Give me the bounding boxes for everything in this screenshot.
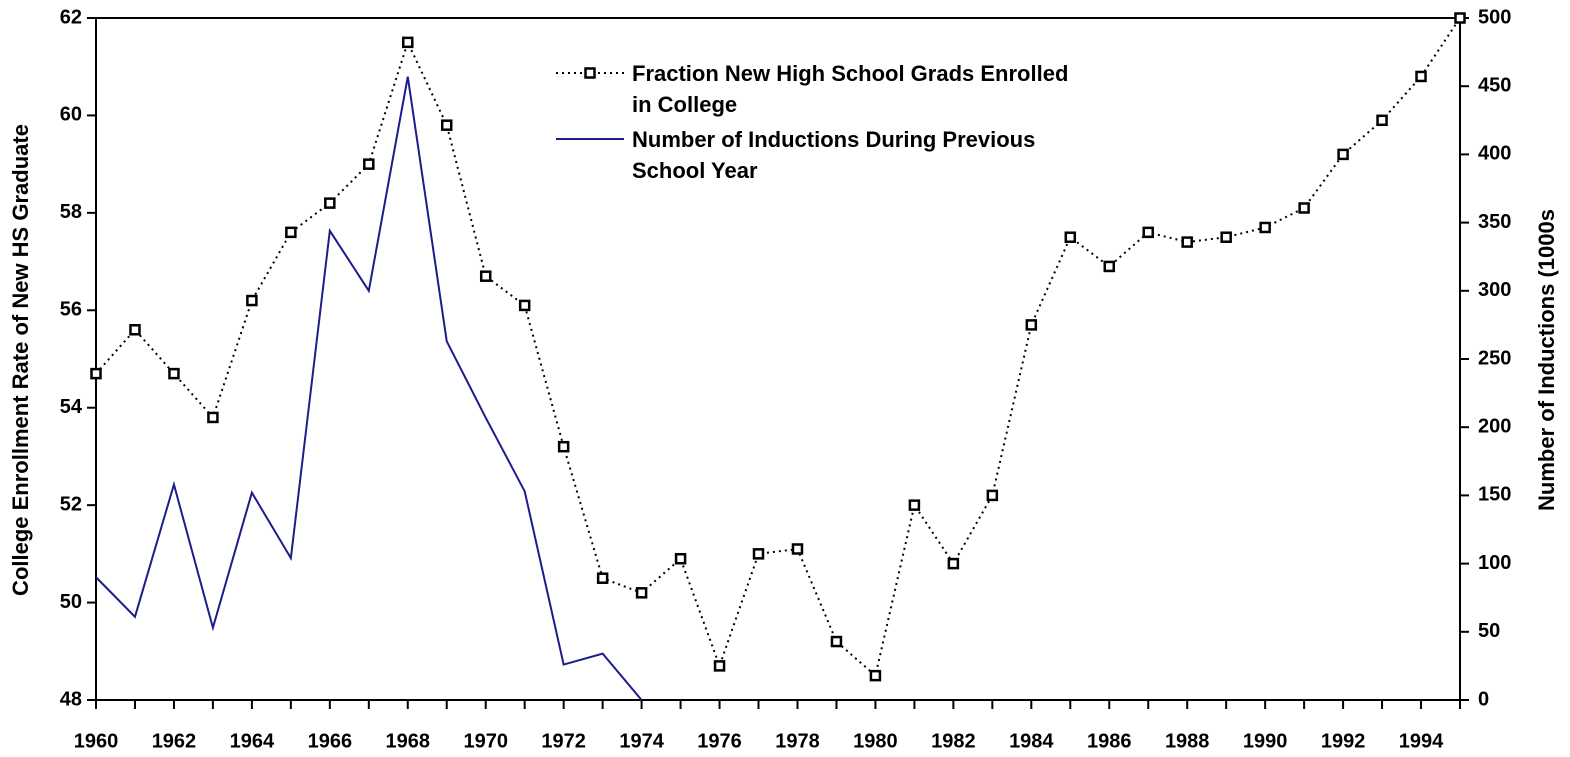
x-tick-label: 1992	[1321, 730, 1366, 752]
y-axis-title: College Enrollment Rate of New HS Gradua…	[8, 124, 33, 596]
marker	[1103, 260, 1116, 273]
marker	[674, 552, 687, 565]
y2-tick-label: 400	[1478, 143, 1511, 165]
y2-tick-label: 200	[1478, 415, 1511, 437]
marker	[518, 299, 531, 312]
x-tick-label: 1980	[853, 730, 898, 752]
x-tick-label: 1976	[697, 730, 742, 752]
legend-label: Fraction New High School Grads Enrolled …	[632, 61, 1069, 117]
marker	[402, 36, 414, 49]
marker	[1220, 231, 1232, 243]
y-tick-label: 60	[60, 104, 82, 126]
marker	[635, 587, 648, 599]
marker	[1259, 221, 1271, 234]
y-tick-label: 58	[60, 201, 82, 223]
marker	[246, 294, 258, 307]
x-tick-label: 1990	[1243, 730, 1288, 752]
marker	[168, 367, 180, 380]
x-tick-label: 1964	[230, 730, 275, 752]
x-tick-label: 1960	[74, 730, 119, 752]
y-tick-label: 62	[60, 6, 82, 28]
legend-marker	[584, 67, 596, 79]
y-tick-label: 56	[60, 299, 82, 321]
marker	[1298, 202, 1310, 214]
x-tick-label: 1994	[1399, 730, 1444, 752]
y2-tick-label: 150	[1478, 484, 1511, 506]
x-tick-label: 1962	[152, 730, 197, 752]
marker	[1064, 231, 1077, 243]
marker	[1181, 236, 1193, 248]
y-tick-label: 48	[60, 688, 82, 710]
marker	[557, 440, 570, 453]
marker	[1142, 226, 1154, 239]
marker	[90, 367, 102, 380]
legend-label: Number of Inductions During Previous Sch…	[632, 127, 1036, 183]
marker	[791, 543, 804, 555]
y2-tick-label: 100	[1478, 552, 1511, 574]
series-line	[95, 76, 643, 701]
x-tick-label: 1970	[463, 730, 508, 752]
marker	[285, 226, 297, 239]
x-tick-label: 1968	[386, 730, 431, 752]
y2-tick-label: 50	[1478, 620, 1500, 642]
marker	[129, 324, 141, 336]
y2-tick-label: 250	[1478, 347, 1511, 369]
marker	[830, 635, 843, 648]
marker	[752, 548, 765, 560]
marker	[1337, 148, 1349, 161]
x-tick-label: 1966	[308, 730, 353, 752]
marker	[596, 572, 609, 584]
x-tick-label: 1986	[1087, 730, 1132, 752]
y2-tick-label: 0	[1478, 688, 1489, 710]
x-tick-label: 1984	[1009, 730, 1054, 752]
marker	[363, 158, 375, 170]
x-tick-label: 1978	[775, 730, 820, 752]
marker	[1415, 70, 1427, 83]
y2-axis-title: Number of Inductions (1000s	[1534, 209, 1559, 511]
marker	[440, 119, 453, 131]
marker	[207, 411, 219, 424]
y2-tick-label: 300	[1478, 279, 1511, 301]
y2-tick-label: 350	[1478, 211, 1511, 233]
x-tick-label: 1974	[619, 730, 664, 752]
marker	[713, 660, 726, 672]
marker	[947, 557, 960, 570]
x-tick-label: 1982	[931, 730, 976, 752]
y-tick-label: 50	[60, 591, 82, 613]
y-tick-label: 52	[60, 493, 82, 515]
marker	[869, 669, 882, 682]
marker	[324, 197, 336, 209]
y2-tick-label: 500	[1478, 6, 1511, 28]
marker	[1454, 12, 1466, 24]
x-tick-label: 1972	[541, 730, 586, 752]
marker	[908, 499, 921, 511]
y2-tick-label: 450	[1478, 74, 1511, 96]
y-tick-label: 54	[60, 396, 83, 418]
plot-frame	[95, 17, 1461, 701]
marker	[1376, 114, 1388, 127]
x-tick-label: 1988	[1165, 730, 1210, 752]
marker	[986, 489, 999, 502]
marker	[479, 270, 492, 282]
marker	[1025, 319, 1038, 331]
